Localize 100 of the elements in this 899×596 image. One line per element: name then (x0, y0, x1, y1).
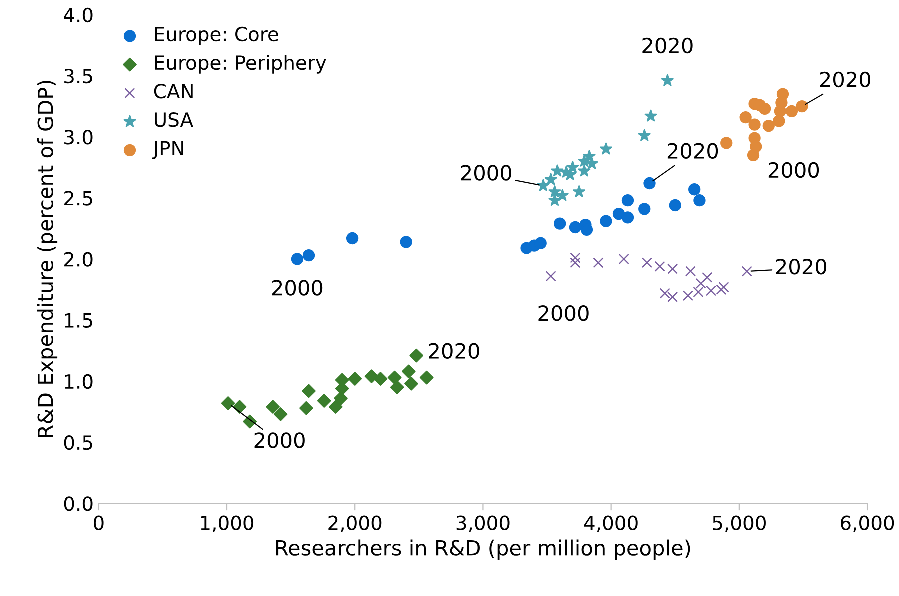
point (302, 250, 316, 262)
point (622, 194, 634, 207)
point (410, 348, 424, 363)
point (742, 266, 752, 277)
point (544, 173, 558, 186)
point (593, 258, 604, 268)
point (374, 372, 388, 386)
annotation: 2000 (272, 280, 323, 296)
x-tick-label: 6,000 (841, 516, 894, 532)
point (688, 184, 701, 196)
y-tick-label: 3.0 (64, 130, 93, 145)
point (600, 215, 612, 228)
point (750, 140, 762, 153)
point (696, 278, 706, 289)
point (554, 218, 566, 230)
point (776, 88, 790, 100)
point (400, 236, 412, 248)
point (600, 142, 612, 155)
point (668, 264, 678, 274)
point (583, 150, 596, 162)
point (638, 129, 651, 142)
point (796, 100, 808, 113)
point (618, 254, 630, 265)
x-tick-label: 5,000 (713, 516, 766, 532)
point (404, 376, 418, 391)
legend-label: Europe: Core (155, 26, 278, 46)
point (642, 258, 652, 268)
y-tick-label: 1.5 (65, 314, 92, 328)
point (644, 177, 656, 190)
legend-label: JPN (152, 141, 184, 160)
point (266, 400, 280, 414)
point (328, 400, 343, 414)
point (702, 272, 713, 283)
point (762, 120, 775, 132)
annotation: 2000 (768, 162, 820, 178)
point (348, 372, 362, 386)
point (346, 232, 359, 245)
point (694, 194, 706, 207)
point (402, 364, 416, 379)
point (390, 380, 404, 394)
point (578, 164, 591, 177)
x-tick-label: 3,000 (456, 516, 510, 532)
x-axis-title: Researchers in R&D (per million people) (276, 540, 690, 560)
y-tick-label: 1.0 (65, 374, 93, 390)
point (661, 74, 674, 86)
point (302, 384, 316, 398)
point (570, 252, 581, 264)
annotation: 2020 (429, 343, 480, 360)
point (556, 189, 569, 202)
point (638, 203, 651, 216)
annotation: 2000 (461, 165, 512, 181)
point (718, 282, 730, 293)
annotation: 2020 (820, 72, 871, 88)
point (551, 164, 564, 177)
point (669, 199, 682, 212)
y-tick-label: 0.5 (64, 435, 92, 450)
x-tick-label: 2,000 (328, 516, 382, 532)
annotation: 2020 (642, 38, 693, 54)
point (622, 212, 634, 224)
point (612, 208, 626, 220)
point (586, 157, 598, 170)
point (388, 370, 402, 385)
point (537, 179, 550, 192)
y-tick-label: 4.0 (64, 8, 93, 23)
legend-label: CAN (154, 84, 193, 99)
point (334, 392, 348, 406)
point (682, 290, 694, 302)
point (221, 396, 236, 410)
x-tick-label: 1,000 (201, 516, 254, 532)
point (660, 288, 670, 299)
point (274, 408, 288, 422)
y-tick-label: 2.0 (64, 252, 93, 267)
point (570, 258, 581, 268)
point (668, 292, 678, 302)
x-tick-label: 0 (94, 516, 104, 530)
point (534, 237, 547, 250)
point (758, 102, 772, 116)
point (644, 110, 658, 122)
y-axis-title: R&D Expenditure (percent of GDP) (37, 80, 58, 438)
point (548, 186, 562, 198)
point (420, 370, 434, 385)
annotation: 2000 (538, 306, 589, 322)
point (773, 115, 786, 128)
annotation: 2020 (776, 258, 827, 275)
point (573, 186, 586, 198)
point (685, 266, 696, 277)
y-tick-label: 0.0 (64, 496, 93, 512)
y-tick-label: 2.5 (64, 191, 92, 206)
point (654, 261, 666, 272)
point (566, 161, 580, 174)
point (720, 137, 733, 150)
point (693, 286, 704, 298)
legend-label: USA (155, 112, 194, 128)
point (748, 118, 761, 131)
point (291, 253, 304, 266)
y-tick-label: 3.5 (64, 68, 92, 84)
annotation: 2000 (254, 432, 305, 448)
point (740, 111, 752, 124)
point (300, 401, 314, 416)
point (786, 105, 798, 118)
